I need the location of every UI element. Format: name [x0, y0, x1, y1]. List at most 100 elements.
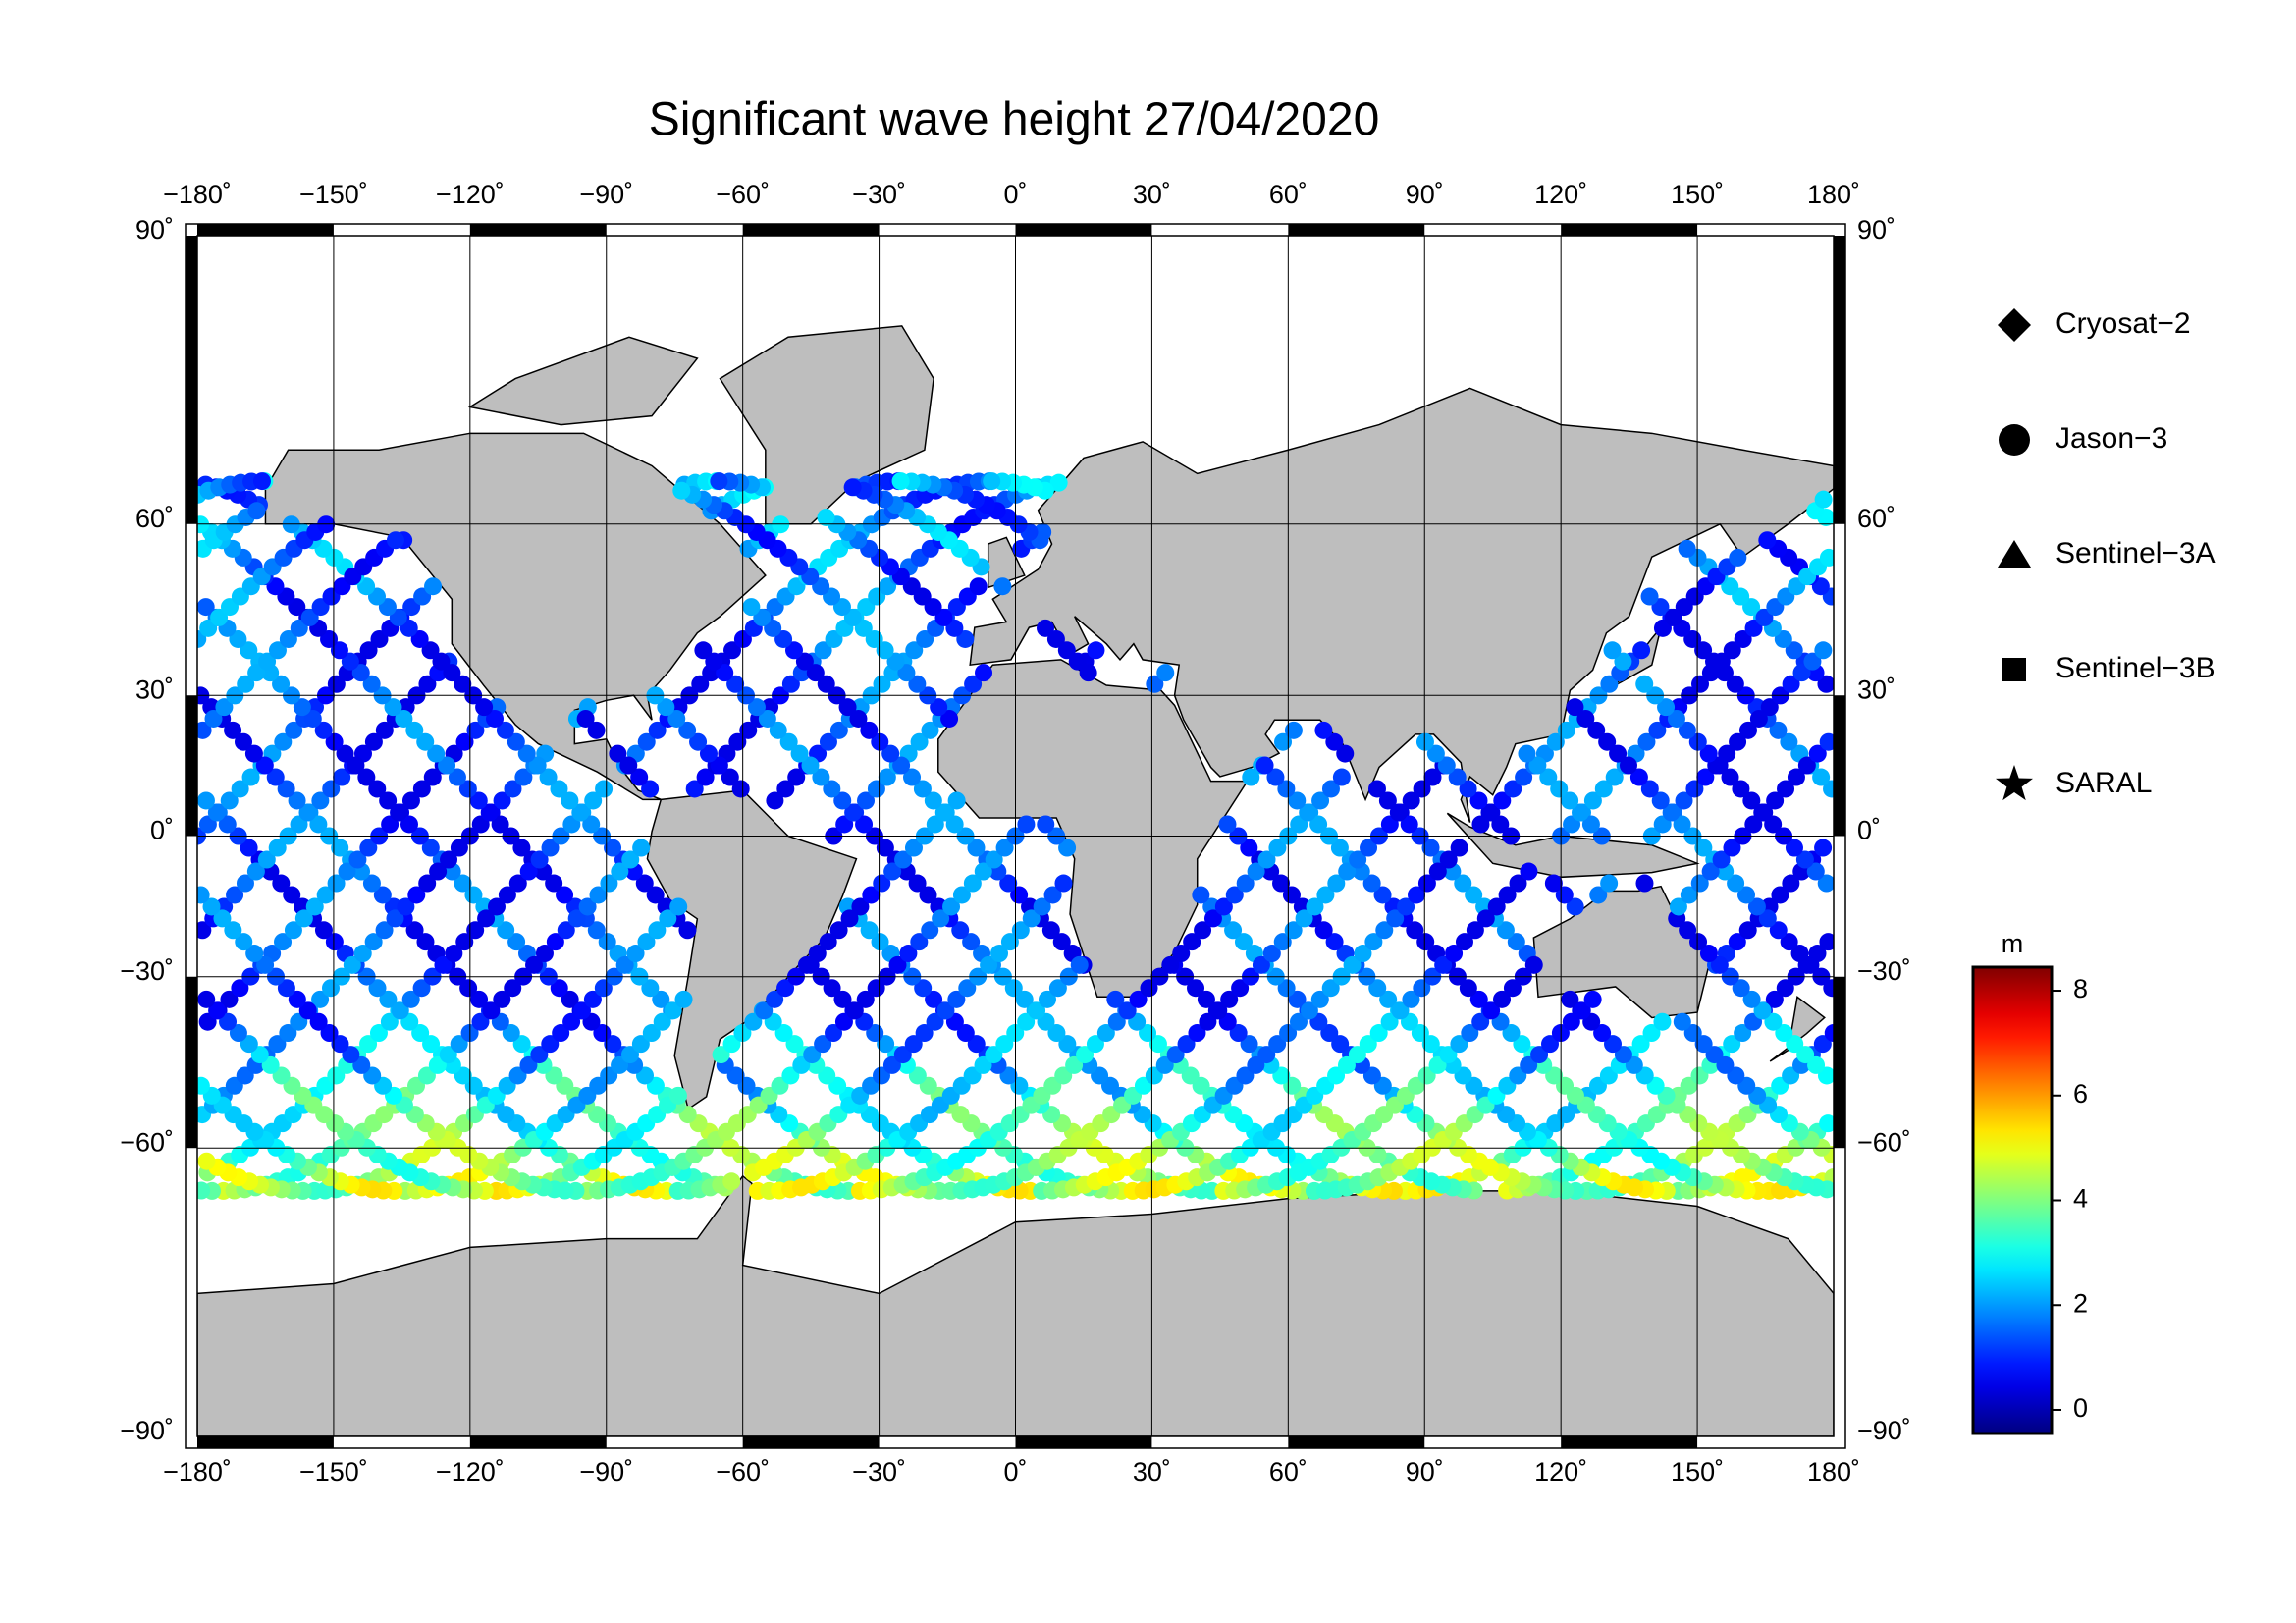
track-point — [1780, 933, 1798, 951]
track-point — [764, 619, 782, 637]
track-point — [197, 1181, 211, 1200]
track-point — [1231, 979, 1250, 998]
track-point — [507, 732, 525, 751]
track-point — [1600, 874, 1619, 893]
track-point — [272, 874, 291, 893]
track-point — [504, 979, 522, 998]
legend-symbol — [1998, 308, 2031, 342]
track-point — [587, 921, 606, 940]
track-point — [814, 641, 832, 660]
track-point — [418, 874, 437, 893]
track-point — [716, 664, 734, 682]
track-point — [857, 791, 876, 810]
track-point — [1434, 955, 1453, 974]
track-point — [1765, 990, 1784, 1008]
track-point — [395, 709, 413, 728]
track-point — [241, 768, 260, 786]
lon-tick-label: −180˚ — [163, 1457, 232, 1487]
track-point — [1600, 675, 1619, 693]
track-point — [1240, 839, 1258, 857]
track-point — [1775, 1024, 1793, 1043]
track-point — [1262, 945, 1281, 963]
track-point — [224, 721, 242, 739]
track-point — [1402, 791, 1420, 810]
track-point — [1041, 921, 1060, 940]
track-point — [1417, 874, 1436, 893]
track-point — [1785, 839, 1803, 857]
track-point — [1808, 744, 1827, 763]
track-point — [1038, 990, 1056, 1008]
track-point — [498, 886, 516, 904]
lon-tick-label: 150˚ — [1671, 180, 1724, 209]
track-point — [491, 815, 509, 834]
track-point — [325, 933, 344, 951]
lat-tick-label: −30˚ — [120, 956, 174, 986]
track-point — [450, 1035, 468, 1054]
track-point — [512, 839, 531, 857]
track-point — [1764, 815, 1783, 834]
track-point — [1824, 1024, 1834, 1043]
track-point — [443, 664, 461, 682]
track-point — [1240, 1035, 1258, 1054]
lon-tick-label: 60˚ — [1269, 1457, 1308, 1487]
track-point — [668, 1086, 687, 1105]
track-point — [226, 886, 244, 904]
track-point — [546, 933, 564, 951]
track-point — [1782, 675, 1800, 693]
track-point — [1459, 979, 1477, 998]
lon-tick-label: −180˚ — [163, 180, 232, 209]
track-point — [197, 1076, 210, 1095]
track-point — [1782, 874, 1800, 893]
track-point — [871, 933, 889, 951]
track-point — [412, 780, 431, 798]
track-point — [1520, 862, 1538, 881]
track-point — [1734, 629, 1752, 648]
lon-tick-label: 180˚ — [1807, 1457, 1860, 1487]
track-point — [247, 664, 266, 682]
track-point — [1000, 933, 1019, 951]
track-point — [421, 641, 440, 660]
track-point — [641, 979, 660, 998]
track-point — [819, 732, 837, 751]
track-point — [321, 979, 340, 998]
track-point — [373, 886, 392, 904]
track-point — [776, 780, 795, 798]
track-point — [964, 675, 983, 693]
track-point — [272, 675, 291, 693]
track-point — [1197, 990, 1215, 1008]
track-point — [1819, 933, 1834, 951]
track-point — [411, 1024, 430, 1043]
track-point — [357, 768, 376, 786]
track-point — [774, 629, 793, 648]
track-point — [1004, 979, 1023, 998]
track-point — [1096, 1024, 1115, 1043]
track-point — [595, 780, 614, 798]
lon-tick-label: −90˚ — [579, 180, 633, 209]
track-point — [637, 933, 656, 951]
track-point — [648, 721, 667, 739]
track-point — [1691, 675, 1710, 693]
track-point — [619, 756, 638, 775]
track-point — [487, 897, 506, 916]
frame-bar — [1834, 695, 1845, 837]
track-point — [621, 850, 640, 869]
track-point — [1408, 886, 1426, 904]
track-point — [598, 933, 616, 951]
track-point — [1054, 874, 1073, 893]
track-point — [1177, 1035, 1196, 1054]
track-point — [455, 933, 474, 951]
lon-tick-label: −30˚ — [852, 1457, 906, 1487]
map-title: Significant wave height 27/04/2020 — [649, 94, 1380, 146]
track-point — [956, 1024, 975, 1043]
track-point — [1354, 945, 1372, 963]
frame-bar — [742, 224, 880, 236]
track-point — [1503, 979, 1522, 998]
track-point — [512, 1035, 531, 1054]
track-point — [1651, 791, 1670, 810]
track-point — [341, 652, 359, 671]
track-point — [252, 472, 271, 491]
track-point — [974, 862, 992, 881]
track-point — [1780, 732, 1798, 751]
track-point — [1011, 921, 1030, 940]
track-point — [1642, 1024, 1661, 1043]
